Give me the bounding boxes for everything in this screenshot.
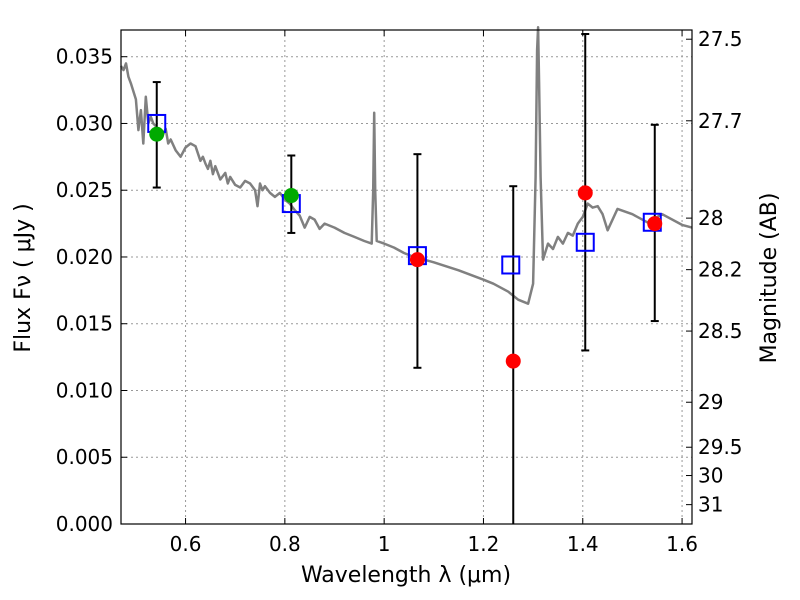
measurement-point (505, 353, 521, 369)
y-tick-label: 0.015 (56, 312, 113, 336)
right-tick-label: 29 (698, 390, 723, 414)
right-tick-label: 28.5 (698, 319, 743, 343)
right-tick-label: 28.2 (698, 258, 743, 282)
model-band-square (575, 232, 595, 252)
y-axis-right-title: Magnitude (AB) (757, 193, 782, 364)
y-tick-label: 0.035 (56, 45, 113, 69)
spectrum-layer (119, 26, 693, 305)
right-tick-label: 27.5 (698, 27, 743, 51)
right-tick-label: 27.7 (698, 109, 743, 133)
right-tick-label: 31 (698, 493, 723, 517)
y-tick-label: 0.025 (56, 178, 113, 202)
grid (121, 30, 692, 525)
x-axis: 0.6 0.8 1 1.2 1.4 1.6 (170, 30, 698, 556)
right-tick-label: 30 (698, 464, 723, 488)
y-axis-right: 27.5 27.7 28 28.2 28.5 29 29.5 30 31 (686, 27, 743, 517)
measurement-layer (149, 126, 663, 369)
x-tick-label: 1.6 (666, 532, 698, 556)
y-axis-left: 0.000 0.005 0.010 0.015 0.020 0.025 0.030 0.035 (56, 45, 127, 536)
measurement-point (283, 188, 299, 204)
x-tick-label: 1.2 (468, 532, 500, 556)
y-tick-label: 0.020 (56, 245, 113, 269)
x-tick-label: 0.6 (170, 532, 202, 556)
right-tick-label: 29.5 (698, 435, 743, 459)
measurement-point (149, 126, 165, 142)
y-axis-title: Flux Fν ( μJy ) (11, 203, 36, 352)
y-tick-label: 0.030 (56, 111, 113, 135)
measurement-point (577, 185, 593, 201)
y-tick-label: 0.000 (56, 512, 113, 536)
right-tick-label: 28 (698, 206, 723, 230)
x-axis-title: Wavelength λ (μm) (301, 563, 511, 588)
y-tick-label: 0.005 (56, 445, 113, 469)
plot-frame (120, 29, 693, 525)
x-tick-label: 0.8 (269, 532, 301, 556)
measurement-point (647, 216, 663, 232)
x-tick-label: 1 (378, 532, 391, 556)
spectrum-line (119, 26, 693, 305)
model-band-square (501, 255, 521, 275)
measurement-point (409, 252, 425, 268)
y-tick-label: 0.010 (56, 378, 113, 402)
x-tick-label: 1.4 (567, 532, 599, 556)
